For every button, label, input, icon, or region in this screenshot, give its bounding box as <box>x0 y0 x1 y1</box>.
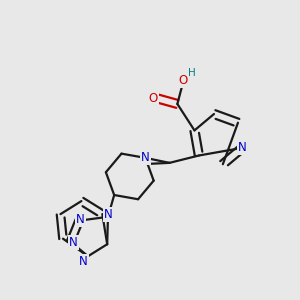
Text: O: O <box>178 74 188 87</box>
Text: N: N <box>69 236 78 249</box>
Text: N: N <box>79 255 88 268</box>
Text: N: N <box>238 141 247 154</box>
Text: N: N <box>76 213 85 226</box>
Text: H: H <box>188 68 196 79</box>
Text: N: N <box>103 208 112 221</box>
Text: O: O <box>149 92 158 105</box>
Text: N: N <box>141 152 150 164</box>
